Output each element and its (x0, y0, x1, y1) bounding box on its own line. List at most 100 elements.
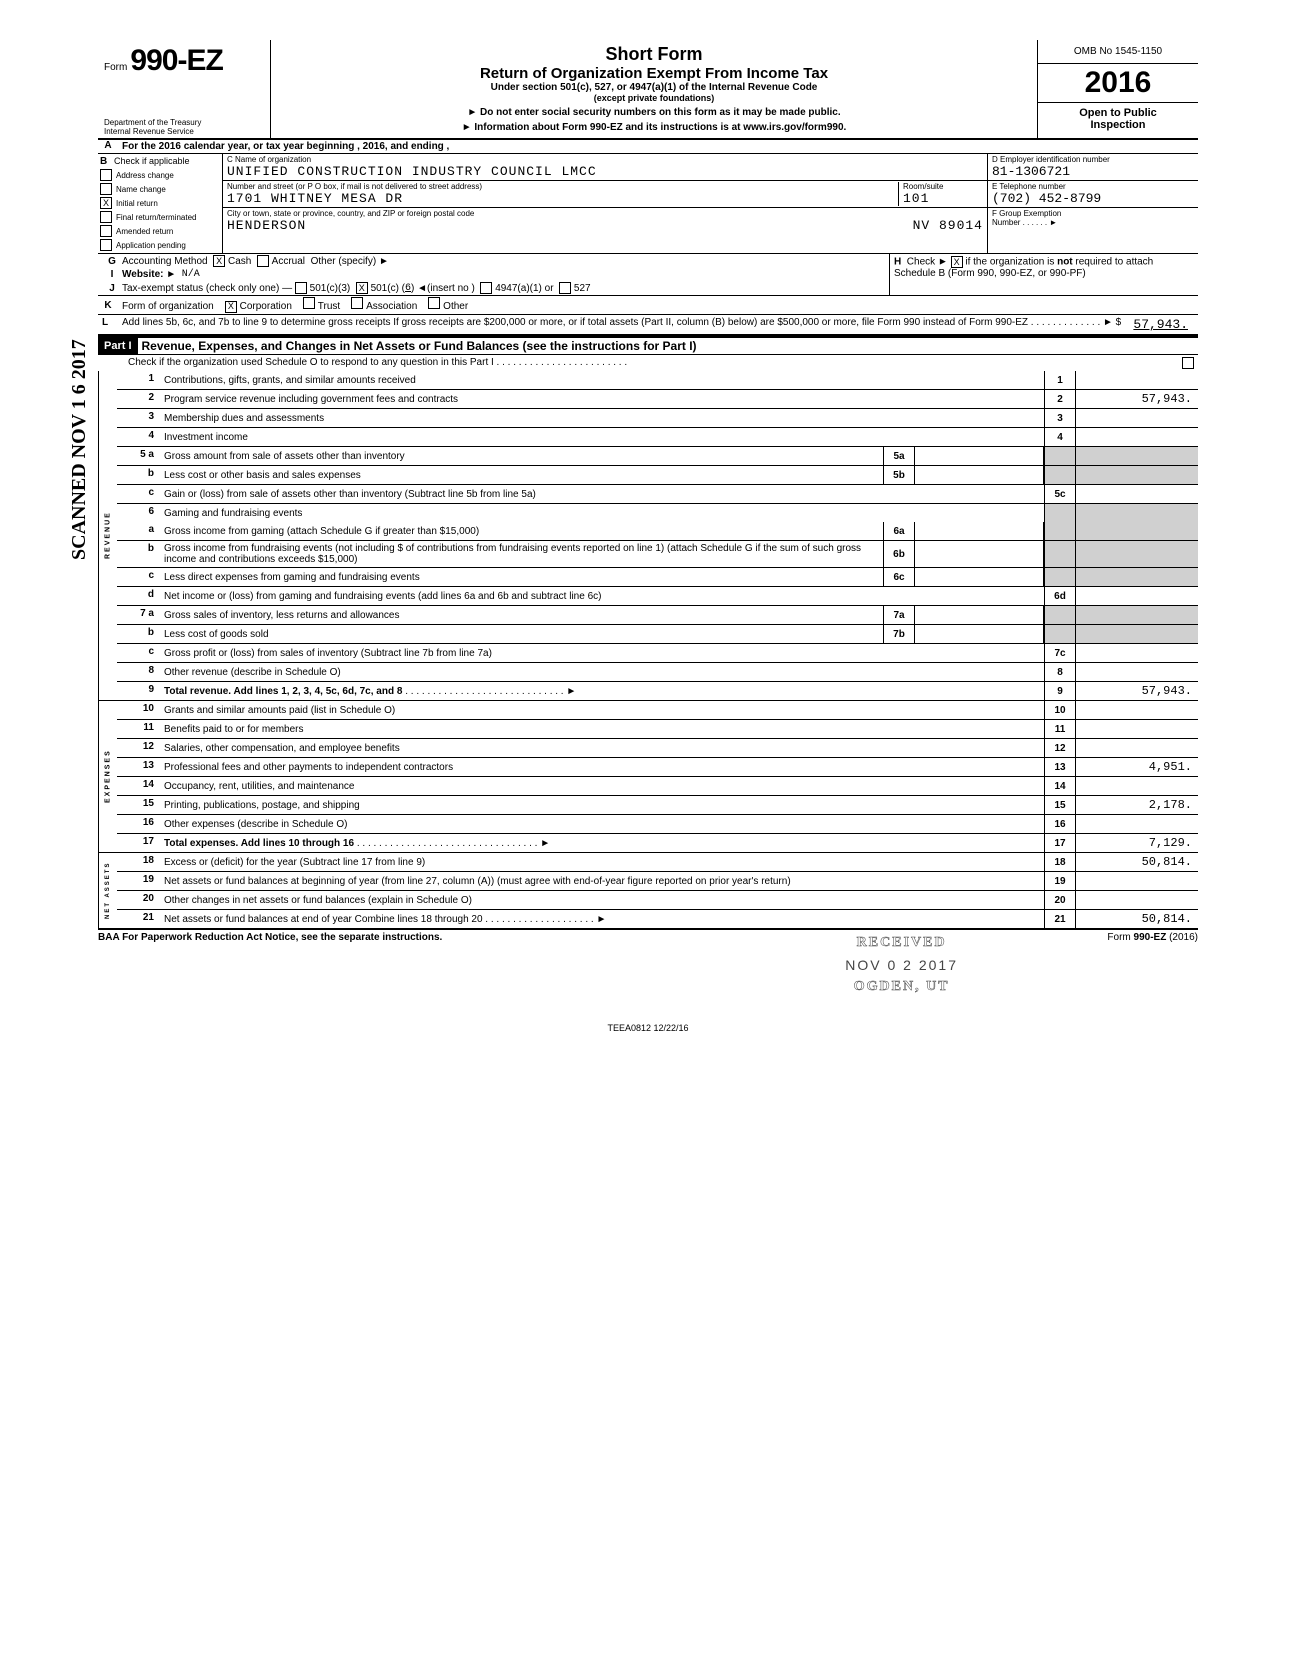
form-header: Form 990-EZ Department of the Treasury I… (98, 40, 1198, 140)
line20-desc: Other changes in net assets or fund bala… (164, 895, 472, 906)
footer-left: BAA For Paperwork Reduction Act Notice, … (98, 932, 442, 943)
lbl-name-change: Name change (116, 185, 166, 194)
line4-desc: Investment income (164, 432, 248, 443)
line6-desc: Gaming and fundraising events (164, 508, 302, 519)
side-revenue: REVENUE (98, 371, 117, 700)
e-label: E Telephone number (992, 182, 1194, 191)
footer-right: Form 990-EZ (2016) (1107, 932, 1198, 943)
chk-assoc[interactable] (351, 297, 363, 309)
chk-app-pending[interactable] (100, 239, 112, 251)
line10-val (1075, 701, 1198, 719)
chk-cash[interactable]: X (213, 255, 225, 267)
b-head: Check if applicable (114, 156, 190, 167)
line13-desc: Professional fees and other payments to … (164, 762, 453, 773)
line18-desc: Excess or (deficit) for the year (Subtra… (164, 857, 425, 868)
chk-trust[interactable] (303, 297, 315, 309)
line3-val (1075, 409, 1198, 427)
line6b-desc: Gross income from fundraising events (no… (164, 543, 879, 565)
lbl-address-change: Address change (116, 171, 174, 180)
lbl-501c-suffix: ) ◄(insert no ) (411, 283, 475, 294)
chk-final-return[interactable] (100, 211, 112, 223)
line17-desc: Total expenses. Add lines 10 through 16 (164, 838, 354, 849)
line20-val (1075, 891, 1198, 909)
lbl-final-return: Final return/terminated (116, 213, 196, 222)
chk-4947[interactable] (480, 282, 492, 294)
lbl-app-pending: Application pending (116, 241, 186, 250)
line15-val: 2,178. (1075, 796, 1198, 814)
k-label: Form of organization (122, 301, 214, 312)
lbl-trust: Trust (318, 301, 340, 312)
line19-desc: Net assets or fund balances at beginning… (164, 876, 791, 887)
line5c-val (1075, 485, 1198, 503)
line1-val (1075, 371, 1198, 389)
open-public: Open to Public Inspection (1038, 103, 1198, 135)
website: N/A (182, 269, 200, 280)
c-street-label: Number and street (or P O box, if mail i… (227, 182, 898, 191)
tax-year: 2016 (1038, 64, 1198, 103)
lbl-cash: Cash (228, 256, 251, 267)
line4-val (1075, 428, 1198, 446)
footer-mid: TEEA0812 12/22/16 (98, 1023, 1198, 1033)
line3-desc: Membership dues and assessments (164, 413, 324, 424)
line7c-desc: Gross profit or (loss) from sales of inv… (164, 648, 492, 659)
line21-val: 50,814. (1075, 910, 1198, 928)
line-a: A For the 2016 calendar year, or tax yea… (98, 140, 1198, 154)
chk-corp[interactable]: X (225, 301, 237, 313)
sub-title-3: (except private foundations) (279, 93, 1029, 103)
line-a-text: For the 2016 calendar year, or tax year … (118, 140, 1198, 153)
lbl-k-other: Other (443, 301, 468, 312)
g-label: Accounting Method (122, 256, 208, 267)
i-label: Website: ► (122, 269, 176, 280)
org-name: UNIFIED CONSTRUCTION INDUSTRY COUNCIL LM… (227, 164, 983, 179)
chk-accrual[interactable] (257, 255, 269, 267)
chk-address-change[interactable] (100, 169, 112, 181)
lbl-527: 527 (574, 283, 591, 294)
chk-501c[interactable]: X (356, 282, 368, 294)
line2-val: 57,943. (1075, 390, 1198, 408)
stamp-received-date: NOV 0 2 2017 (845, 957, 958, 973)
omb-number: OMB No 1545-1150 (1038, 40, 1198, 64)
line5c-desc: Gain or (loss) from sale of assets other… (164, 489, 536, 500)
form-prefix: Form (104, 62, 127, 73)
line2-desc: Program service revenue including govern… (164, 394, 458, 405)
line12-desc: Salaries, other compensation, and employ… (164, 743, 400, 754)
lbl-501c3: 501(c)(3) (310, 283, 351, 294)
d-label: D Employer identification number (992, 155, 1194, 164)
col-def: D Employer identification number 81-1306… (988, 154, 1198, 253)
footer: BAA For Paperwork Reduction Act Notice, … (98, 930, 1198, 943)
line14-desc: Occupancy, rent, utilities, and maintena… (164, 781, 354, 792)
line7b-desc: Less cost of goods sold (164, 629, 269, 640)
chk-schedule-o[interactable] (1182, 357, 1194, 369)
part1-title: Revenue, Expenses, and Changes in Net As… (138, 339, 697, 353)
lbl-corp: Corporation (240, 301, 292, 312)
chk-k-other[interactable] (428, 297, 440, 309)
lbl-other-method: Other (specify) ► (311, 256, 389, 267)
j-label: Tax-exempt status (check only one) — (122, 283, 292, 294)
telephone: (702) 452-8799 (992, 191, 1194, 206)
line5a-desc: Gross amount from sale of assets other t… (164, 451, 405, 462)
lbl-assoc: Association (366, 301, 417, 312)
line6d-desc: Net income or (loss) from gaming and fun… (164, 591, 601, 602)
chk-amended[interactable] (100, 225, 112, 237)
ssn-note: ► Do not enter social security numbers o… (279, 107, 1029, 118)
part1-label: Part I (98, 338, 138, 354)
chk-h[interactable]: X (951, 256, 963, 268)
col-b: BCheck if applicable Address change Name… (98, 154, 223, 253)
line-k: K Form of organization X Corporation Tru… (98, 296, 1198, 315)
line11-desc: Benefits paid to or for members (164, 724, 304, 735)
stamp-received-loc: OGDEN, UT (845, 979, 958, 995)
form-number-box: Form 990-EZ Department of the Treasury I… (98, 40, 271, 138)
line11-val (1075, 720, 1198, 738)
line6c-desc: Less direct expenses from gaming and fun… (164, 572, 420, 583)
line6d-val (1075, 587, 1198, 605)
lbl-accrual: Accrual (272, 256, 305, 267)
chk-501c3[interactable] (295, 282, 307, 294)
chk-name-change[interactable] (100, 183, 112, 195)
line16-desc: Other expenses (describe in Schedule O) (164, 819, 347, 830)
lbl-initial-return: Initial return (116, 199, 158, 208)
chk-initial-return[interactable]: X (100, 197, 112, 209)
lbl-4947: 4947(a)(1) or (495, 283, 553, 294)
stamp-received-title: RECEIVED (845, 935, 958, 951)
chk-527[interactable] (559, 282, 571, 294)
form-number: 990-EZ (130, 44, 222, 77)
